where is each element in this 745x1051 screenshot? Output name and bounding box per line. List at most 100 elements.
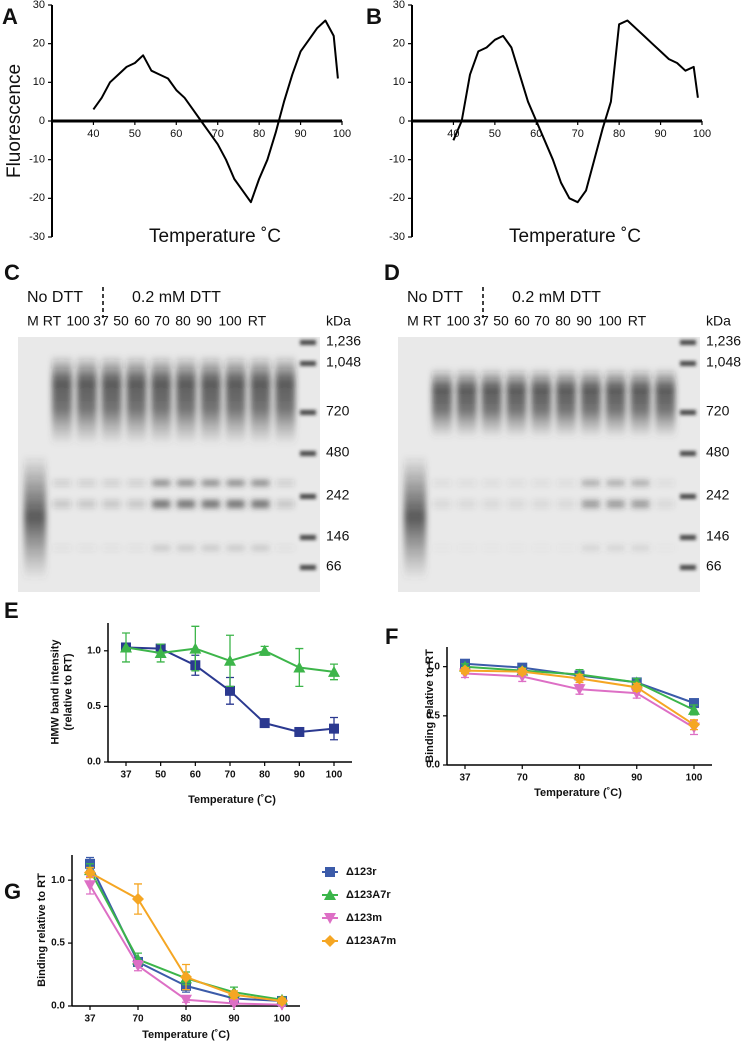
band: [605, 368, 626, 438]
marker: [132, 960, 144, 972]
band: [458, 545, 476, 551]
y-axis-title: Binding relative to RT: [36, 873, 48, 987]
marker-label: 146: [706, 528, 730, 544]
ladder-band: [300, 361, 316, 366]
lane-label: 70: [154, 313, 170, 329]
band: [152, 500, 171, 508]
marker: [258, 644, 271, 656]
x-tick-label: 70: [132, 1014, 144, 1025]
band: [581, 500, 600, 508]
marker: [180, 994, 192, 1006]
marker: [329, 723, 339, 734]
unit-label: kDa: [326, 313, 351, 329]
band: [275, 355, 296, 445]
y-tick-label: 1.0: [87, 645, 101, 656]
band: [606, 545, 625, 551]
band: [152, 545, 171, 551]
panel-letter: D: [384, 260, 400, 285]
lane-label: 90: [576, 313, 592, 329]
marker: [132, 893, 144, 906]
marker-label: 720: [326, 403, 350, 419]
band: [532, 480, 551, 486]
band: [656, 545, 674, 551]
marker: [276, 994, 288, 1007]
x-tick-label: 50: [129, 128, 141, 140]
marker: [324, 935, 336, 947]
band: [251, 545, 270, 551]
marker: [294, 726, 305, 737]
panel-letter: B: [366, 4, 382, 29]
x-tick-label: 50: [489, 128, 501, 140]
marker: [189, 642, 202, 654]
x-tick-label: 60: [530, 128, 542, 140]
band: [276, 545, 295, 551]
band: [507, 545, 525, 551]
marker: [84, 866, 96, 879]
band: [53, 480, 71, 486]
marker: [180, 971, 192, 984]
x-tick-label: 90: [294, 128, 306, 140]
y-tick-label: 1.0: [51, 875, 65, 886]
y-tick-label: 20: [33, 38, 45, 50]
marker: [688, 718, 700, 731]
legend-label: Δ123A7r: [346, 889, 391, 901]
marker: [459, 664, 471, 677]
band: [276, 480, 295, 486]
lane-label: 70: [534, 313, 550, 329]
band: [656, 480, 675, 486]
y-tick-label: -20: [29, 192, 45, 204]
lane-label: RT: [423, 313, 442, 329]
band: [251, 480, 270, 486]
band: [556, 368, 576, 438]
panel-letter: A: [2, 4, 18, 29]
band: [532, 545, 550, 551]
x-tick-label: 100: [333, 128, 351, 140]
x-axis-title: Temperature (˚C): [188, 794, 276, 806]
x-axis-title: Temperature ˚C: [149, 226, 281, 247]
marker: [328, 665, 340, 677]
band: [77, 545, 96, 551]
band: [126, 355, 147, 445]
y-tick-label: 0.5: [87, 701, 101, 712]
legend-label: Δ123r: [346, 866, 377, 878]
x-axis-title: Temperature (˚C): [142, 1029, 230, 1041]
band: [557, 500, 575, 508]
marker: [573, 672, 586, 685]
x-tick-label: 60: [190, 770, 202, 781]
band: [151, 355, 172, 445]
band: [507, 480, 526, 486]
lane-label: 50: [493, 313, 509, 329]
ladder-band: [300, 410, 316, 415]
band: [531, 368, 552, 438]
y-tick-label: 30: [393, 0, 405, 11]
y-tick-label: 1.0: [426, 661, 440, 672]
band: [631, 500, 650, 508]
lane-label: 100: [598, 313, 622, 329]
ladder-band: [680, 494, 696, 499]
band: [152, 480, 171, 486]
band: [457, 500, 476, 508]
x-tick-label: 80: [259, 770, 271, 781]
x-tick-label: 80: [253, 128, 265, 140]
marker-label: 1,236: [706, 333, 741, 349]
band: [102, 545, 121, 551]
band: [482, 480, 501, 486]
y-tick-label: -20: [389, 192, 405, 204]
band: [102, 500, 121, 508]
band: [177, 500, 195, 508]
x-tick-label: 80: [574, 773, 586, 784]
lane-label: 80: [175, 313, 191, 329]
band: [127, 500, 146, 508]
ladder-band: [300, 340, 316, 345]
x-tick-label: 100: [693, 128, 711, 140]
band: [532, 500, 551, 508]
y-tick-label: 0: [399, 115, 405, 127]
marker: [516, 665, 529, 678]
legend-label: Δ123m: [346, 912, 382, 924]
marker: [324, 889, 336, 900]
series-line: [452, 19, 699, 204]
x-tick-label: 37: [459, 773, 471, 784]
x-tick-label: 37: [84, 1014, 96, 1025]
marker: [228, 998, 240, 1010]
